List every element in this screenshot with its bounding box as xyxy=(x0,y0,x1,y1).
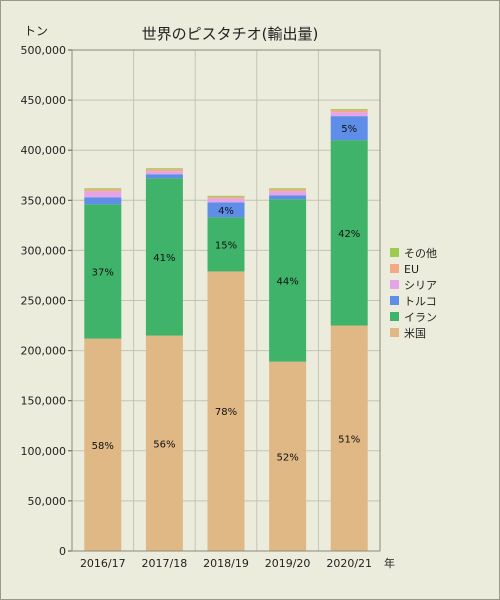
legend-entry: トルコ xyxy=(404,295,437,308)
x-tick-label: 2017/18 xyxy=(142,557,188,570)
legend-swatch xyxy=(390,280,399,289)
data-label: 78% xyxy=(215,407,237,418)
bar-segment xyxy=(84,197,122,205)
bar-segment xyxy=(207,202,245,218)
data-label: 5% xyxy=(341,124,357,135)
bar-segment xyxy=(269,195,307,200)
legend-entry: EU xyxy=(404,263,419,276)
bar-segment xyxy=(330,110,368,113)
bars: 58% 37% 56% 41% 78% 15% 4% 52% 44% 51% 42% 5% xyxy=(84,109,368,551)
bar-segment xyxy=(207,217,245,272)
data-label: 44% xyxy=(276,276,298,287)
bar-segment xyxy=(269,189,307,192)
axes xyxy=(71,49,381,552)
bar-segment xyxy=(269,199,307,362)
y-tick-label: 450,000 xyxy=(21,94,67,107)
legend-swatch xyxy=(390,296,399,305)
bar-segment xyxy=(145,169,183,172)
bar-segment xyxy=(84,204,122,339)
data-label: 56% xyxy=(153,439,175,450)
data-label: 58% xyxy=(92,441,114,452)
legend-swatch xyxy=(390,248,399,257)
legend-swatch xyxy=(390,328,399,337)
data-label: 4% xyxy=(218,206,234,217)
data-label: 37% xyxy=(92,267,114,278)
legend-entry: イラン xyxy=(404,311,437,324)
y-tick-label: 400,000 xyxy=(21,144,67,157)
x-tick-label: 2016/17 xyxy=(80,557,126,570)
y-tick-labels: 0 50,000 100,000 150,000 200,000 250,000 300,0… xyxy=(21,44,67,558)
bar-segment xyxy=(207,195,245,197)
y-tick-label: 500,000 xyxy=(21,44,67,57)
bar-segment xyxy=(330,116,368,141)
y-tick-label: 50,000 xyxy=(28,495,67,508)
y-tick-label: 0 xyxy=(59,545,66,558)
y-tick-label: 150,000 xyxy=(21,395,67,408)
y-tick-label: 200,000 xyxy=(21,345,67,358)
bar-segment xyxy=(145,171,183,175)
bar-segment xyxy=(207,196,245,199)
legend-entry: その他 xyxy=(404,247,437,260)
bar-segment xyxy=(269,188,307,190)
data-label: 51% xyxy=(338,434,360,445)
legend-swatch xyxy=(390,264,399,273)
data-label: 41% xyxy=(153,253,175,264)
bar-segment xyxy=(145,174,183,179)
data-label: 15% xyxy=(215,240,237,251)
bar-segment xyxy=(145,178,183,336)
data-label: 42% xyxy=(338,229,360,240)
x-axis-unit-label: 年 xyxy=(384,556,395,570)
legend: 米国 イラン トルコ シリア EU その他 xyxy=(390,247,437,340)
bar-segment xyxy=(269,191,307,196)
y-tick-label: 300,000 xyxy=(21,244,67,257)
y-axis-unit-label: トン xyxy=(24,24,48,38)
bar-segment xyxy=(207,198,245,203)
plot-area-border xyxy=(71,49,381,552)
bar-segment xyxy=(330,140,368,326)
legend-entry: シリア xyxy=(404,279,437,292)
x-tick-label: 2018/19 xyxy=(203,557,249,570)
x-tick-labels: 2016/17 2017/18 2018/19 2019/20 2020/21 xyxy=(80,557,372,570)
bar-segment xyxy=(84,189,122,192)
x-tick-label: 2020/21 xyxy=(326,557,372,570)
bar-segment xyxy=(145,168,183,170)
chart-title: 世界のピスタチオ(輸出量) xyxy=(142,25,319,43)
x-tick-label: 2019/20 xyxy=(265,557,311,570)
legend-swatch xyxy=(390,312,399,321)
bar-segment xyxy=(269,361,307,551)
y-tick-label: 250,000 xyxy=(21,295,67,308)
y-tick-label: 100,000 xyxy=(21,445,67,458)
bar-segment xyxy=(84,188,122,190)
legend-entry: 米国 xyxy=(404,327,426,340)
bar-segment xyxy=(207,271,245,551)
bar-segment xyxy=(330,112,368,117)
bar-segment xyxy=(330,325,368,551)
bar-segment xyxy=(330,109,368,111)
bar-segment xyxy=(84,338,122,551)
y-tick-label: 350,000 xyxy=(21,194,67,207)
bar-segment xyxy=(145,335,183,551)
data-label: 52% xyxy=(276,452,298,463)
bar-segment xyxy=(84,191,122,198)
